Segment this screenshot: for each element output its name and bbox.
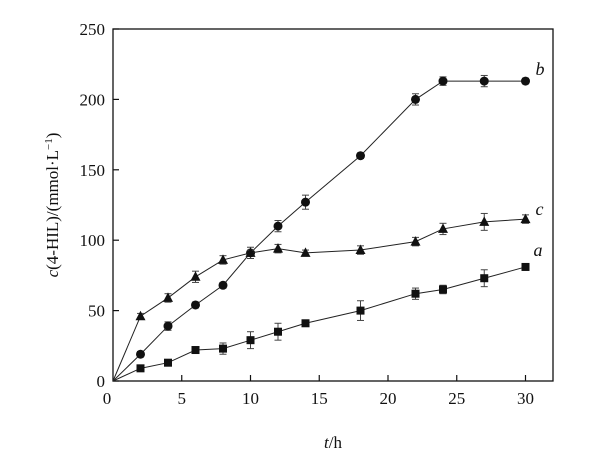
- data-point-b: [191, 300, 200, 310]
- data-point-c: [218, 254, 228, 264]
- x-tick-label: 20: [380, 389, 397, 408]
- y-tick-label: 150: [80, 161, 106, 180]
- y-tick-label: 0: [97, 372, 106, 391]
- data-point-a: [439, 285, 447, 294]
- data-point-c: [520, 213, 531, 224]
- data-point-b: [521, 76, 530, 86]
- data-point-b: [218, 280, 228, 290]
- series-line-a: [112, 266, 526, 382]
- y-tick-label: 200: [80, 90, 106, 109]
- data-point-c: [163, 292, 173, 302]
- data-point-a: [246, 336, 255, 345]
- data-point-c: [190, 271, 201, 281]
- data-point-b: [479, 76, 489, 86]
- data-point-c: [135, 310, 146, 321]
- plot-area: 0 50 100 150 200 250 5 10 15 20 25 30 0 a b c: [80, 20, 554, 408]
- y-axis-title-close: ): [43, 133, 62, 139]
- y-axis-title-superscript: −1: [43, 138, 55, 150]
- y-axis-title-symbol: c: [43, 269, 62, 277]
- data-point-b: [356, 151, 365, 161]
- x-tick-label: 30: [517, 389, 534, 408]
- series-line-b: [112, 80, 526, 382]
- data-point-a: [219, 344, 227, 353]
- data-point-a: [164, 358, 172, 367]
- data-point-a: [191, 346, 200, 355]
- axis-frame: [112, 28, 554, 382]
- data-point-a: [411, 289, 420, 298]
- series-label-a: a: [534, 240, 543, 260]
- data-point-c: [410, 236, 421, 246]
- x-tick-label: 10: [242, 389, 259, 408]
- data-point-c: [300, 247, 311, 257]
- y-axis-title-text: (4-HIL)/(mmol·L: [43, 150, 62, 270]
- data-point-b: [163, 321, 173, 331]
- data-point-b: [438, 76, 448, 86]
- data-point-a: [480, 274, 489, 283]
- data-point-c: [479, 216, 490, 226]
- data-point-b: [273, 221, 283, 231]
- data-point-a: [301, 319, 310, 328]
- data-point-a: [274, 327, 282, 336]
- data-point-c: [273, 243, 283, 253]
- series-line-c: [112, 218, 526, 382]
- x-tick-label: 5: [178, 389, 187, 408]
- origin-label: 0: [103, 389, 112, 408]
- series-label-b: b: [536, 59, 545, 79]
- data-point-c: [245, 247, 256, 257]
- x-tick-label: 25: [448, 389, 465, 408]
- data-point-b: [411, 94, 420, 104]
- y-tick-label: 100: [80, 231, 106, 250]
- x-axis-title: t/h: [324, 433, 342, 452]
- data-point-b: [136, 349, 145, 359]
- y-tick-label: 250: [80, 20, 106, 39]
- data-point-c: [355, 244, 366, 255]
- data-point-a: [136, 364, 145, 373]
- y-tick-label: 50: [88, 302, 105, 321]
- x-axis-title-unit: /h: [329, 433, 343, 452]
- x-axis-title-symbol: t: [324, 433, 330, 452]
- x-tick-label: 15: [311, 389, 328, 408]
- data-point-a: [521, 262, 530, 271]
- y-axis-title: c(4-HIL)/(mmol·L−1): [43, 133, 62, 278]
- series-label-c: c: [536, 199, 544, 219]
- data-point-c: [438, 223, 448, 233]
- data-point-b: [301, 197, 310, 207]
- data-point-a: [356, 306, 365, 315]
